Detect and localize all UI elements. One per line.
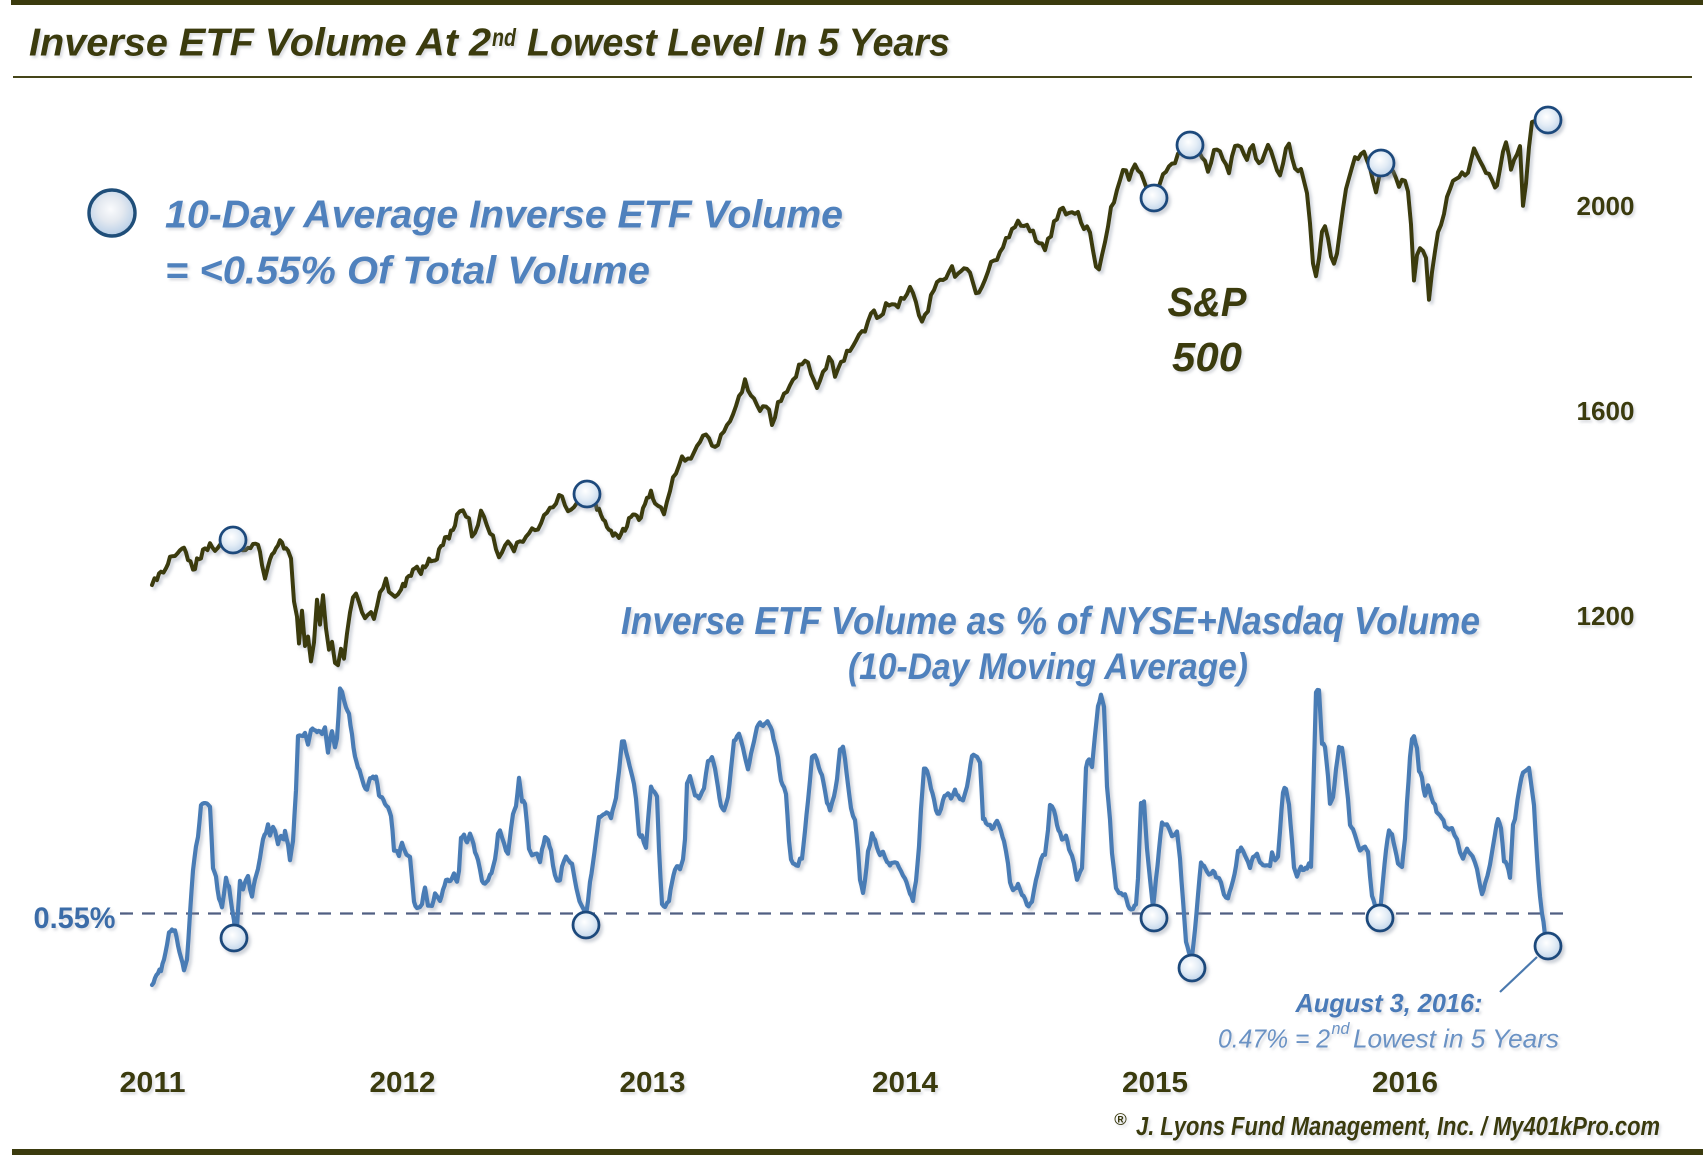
svg-text:500: 500	[1172, 334, 1242, 380]
svg-text:10-Day Average Inverse ETF Vol: 10-Day Average Inverse ETF Volume	[165, 194, 843, 237]
svg-text:S&P: S&P	[1168, 279, 1248, 325]
svg-text:Lowest Level In 5 Years: Lowest Level In 5 Years	[527, 22, 950, 65]
svg-text:2013: 2013	[620, 1067, 686, 1099]
svg-text:August 3, 2016:: August 3, 2016:	[1295, 988, 1483, 1018]
svg-text:®: ®	[1114, 1110, 1127, 1129]
svg-text:2000: 2000	[1577, 193, 1635, 221]
svg-text:1200: 1200	[1577, 603, 1635, 631]
svg-text:0.47% = 2: 0.47% = 2	[1218, 1024, 1331, 1054]
svg-text:Lowest in 5 Years: Lowest in 5 Years	[1353, 1024, 1559, 1054]
svg-text:2014: 2014	[872, 1067, 938, 1099]
svg-text:2016: 2016	[1372, 1067, 1438, 1099]
svg-text:= <0.55% Of Total Volume: = <0.55% Of Total Volume	[165, 250, 650, 293]
svg-text:J. Lyons Fund Management, Inc.: J. Lyons Fund Management, Inc. / My401kP…	[1136, 1113, 1660, 1141]
svg-text:nd: nd	[492, 24, 517, 52]
svg-text:(10-Day Moving Average): (10-Day Moving Average)	[848, 645, 1248, 687]
svg-text:Inverse ETF Volume At 2: Inverse ETF Volume At 2	[29, 22, 491, 65]
svg-text:1600: 1600	[1577, 398, 1635, 426]
svg-text:2012: 2012	[370, 1067, 436, 1099]
svg-text:0.55%: 0.55%	[34, 902, 116, 935]
svg-text:2015: 2015	[1122, 1067, 1188, 1099]
svg-text:Inverse ETF Volume as % of NYS: Inverse ETF Volume as % of NYSE+Nasdaq V…	[621, 600, 1480, 643]
svg-text:2011: 2011	[120, 1067, 186, 1099]
svg-text:nd: nd	[1332, 1019, 1351, 1038]
